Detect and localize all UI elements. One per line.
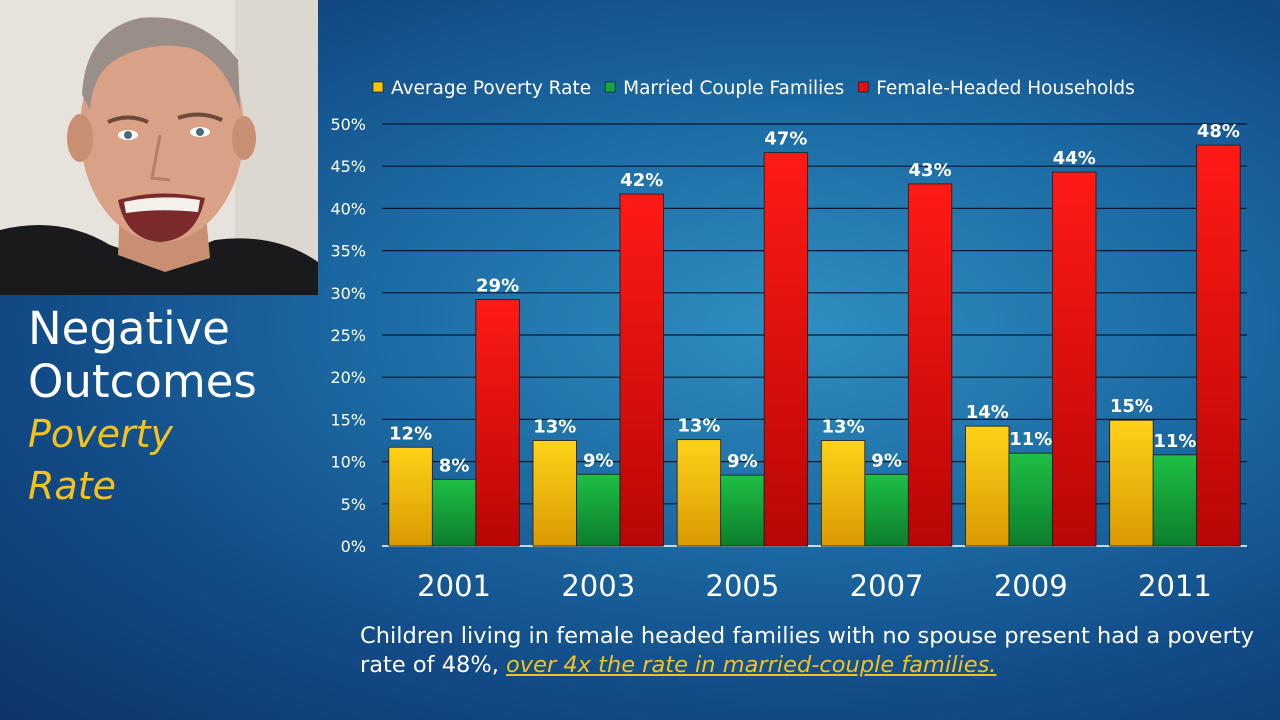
x-axis-tick-labels: 2001 2003 2005 2007 2009 2011 — [417, 569, 1212, 603]
y-tick-label: 10% — [330, 453, 366, 472]
slide-caption: Children living in female headed familie… — [360, 622, 1260, 680]
data-label: 9% — [871, 450, 902, 471]
bar — [864, 473, 909, 547]
bar — [763, 152, 809, 547]
data-label: 15% — [1110, 396, 1153, 417]
y-tick-label: 45% — [330, 157, 366, 176]
legend-swatch — [604, 81, 616, 93]
chart-legend: Average Poverty Rate Married Couple Famil… — [372, 78, 1135, 99]
data-label: 8% — [439, 455, 470, 476]
chart-data-labels: 12%8%29%13%9%42%13%9%47%13%9%43%14%11%44… — [389, 121, 1240, 476]
bar — [720, 474, 765, 547]
presenter-video-thumbnail — [0, 0, 318, 295]
chart-bars — [388, 144, 1241, 547]
bar — [1052, 171, 1097, 547]
y-tick-label: 35% — [330, 242, 366, 261]
slide-subtitle-line-1: Poverty — [28, 412, 174, 456]
x-tick-label: 2009 — [994, 569, 1068, 603]
y-tick-label: 30% — [330, 284, 366, 303]
slide-title-block: Negative Outcomes Poverty Rate — [28, 302, 257, 512]
data-label: 9% — [727, 451, 758, 472]
poverty-rate-bar-chart: Average Poverty Rate Married Couple Famil… — [330, 78, 1247, 603]
slide-title-line-1: Negative — [28, 302, 230, 355]
x-tick-label: 2011 — [1138, 569, 1212, 603]
data-label: 13% — [822, 417, 865, 438]
legend-label: Average Poverty Rate — [391, 78, 591, 99]
bar — [431, 478, 477, 547]
y-axis-tick-labels: 0% 5% 10% 15% 20% 25% 30% 35% 40% 45% 50% — [330, 115, 366, 556]
data-label: 47% — [764, 129, 807, 150]
data-label: 48% — [1197, 121, 1240, 142]
bar — [475, 299, 520, 547]
bar — [820, 440, 866, 547]
bar — [388, 446, 433, 547]
data-label: 42% — [620, 170, 663, 191]
y-tick-label: 25% — [330, 326, 366, 345]
data-label: 12% — [389, 423, 432, 444]
y-tick-label: 50% — [330, 115, 366, 134]
bar — [1109, 419, 1154, 547]
bar — [619, 193, 664, 547]
data-label: 13% — [677, 416, 720, 437]
slide-subtitle-line-2: Rate — [28, 464, 116, 508]
bar — [1152, 454, 1198, 547]
x-tick-label: 2003 — [561, 569, 635, 603]
data-label: 29% — [476, 276, 519, 297]
x-tick-label: 2001 — [417, 569, 491, 603]
x-tick-label: 2007 — [850, 569, 924, 603]
slide-title-line-2: Outcomes — [28, 355, 257, 408]
legend-swatch — [857, 81, 869, 93]
y-tick-label: 40% — [330, 199, 366, 218]
bar — [907, 183, 953, 547]
bar — [576, 473, 621, 547]
legend-swatch — [372, 81, 384, 93]
legend-label: Female-Headed Households — [876, 78, 1135, 99]
bar — [1196, 144, 1241, 547]
y-tick-label: 5% — [341, 495, 366, 514]
data-label: 9% — [583, 450, 614, 471]
data-label: 44% — [1053, 148, 1096, 169]
data-label: 43% — [909, 160, 952, 181]
y-tick-label: 0% — [341, 537, 366, 556]
data-label: 11% — [1153, 431, 1196, 452]
bar — [676, 439, 722, 547]
data-label: 14% — [966, 402, 1009, 423]
caption-text: Children living in female headed familie… — [360, 623, 1254, 678]
y-tick-label: 20% — [330, 368, 366, 387]
caption-highlight-link[interactable]: over 4x the rate in married-couple famil… — [506, 652, 997, 678]
bar — [532, 440, 577, 547]
bar — [1008, 452, 1053, 547]
bar — [965, 425, 1010, 547]
y-tick-label: 15% — [330, 410, 366, 429]
x-tick-label: 2005 — [706, 569, 780, 603]
chart-gridlines — [382, 123, 1247, 547]
data-label: 11% — [1009, 429, 1052, 450]
data-label: 13% — [533, 417, 576, 438]
legend-label: Married Couple Families — [623, 78, 844, 99]
presenter-photo — [0, 0, 318, 295]
